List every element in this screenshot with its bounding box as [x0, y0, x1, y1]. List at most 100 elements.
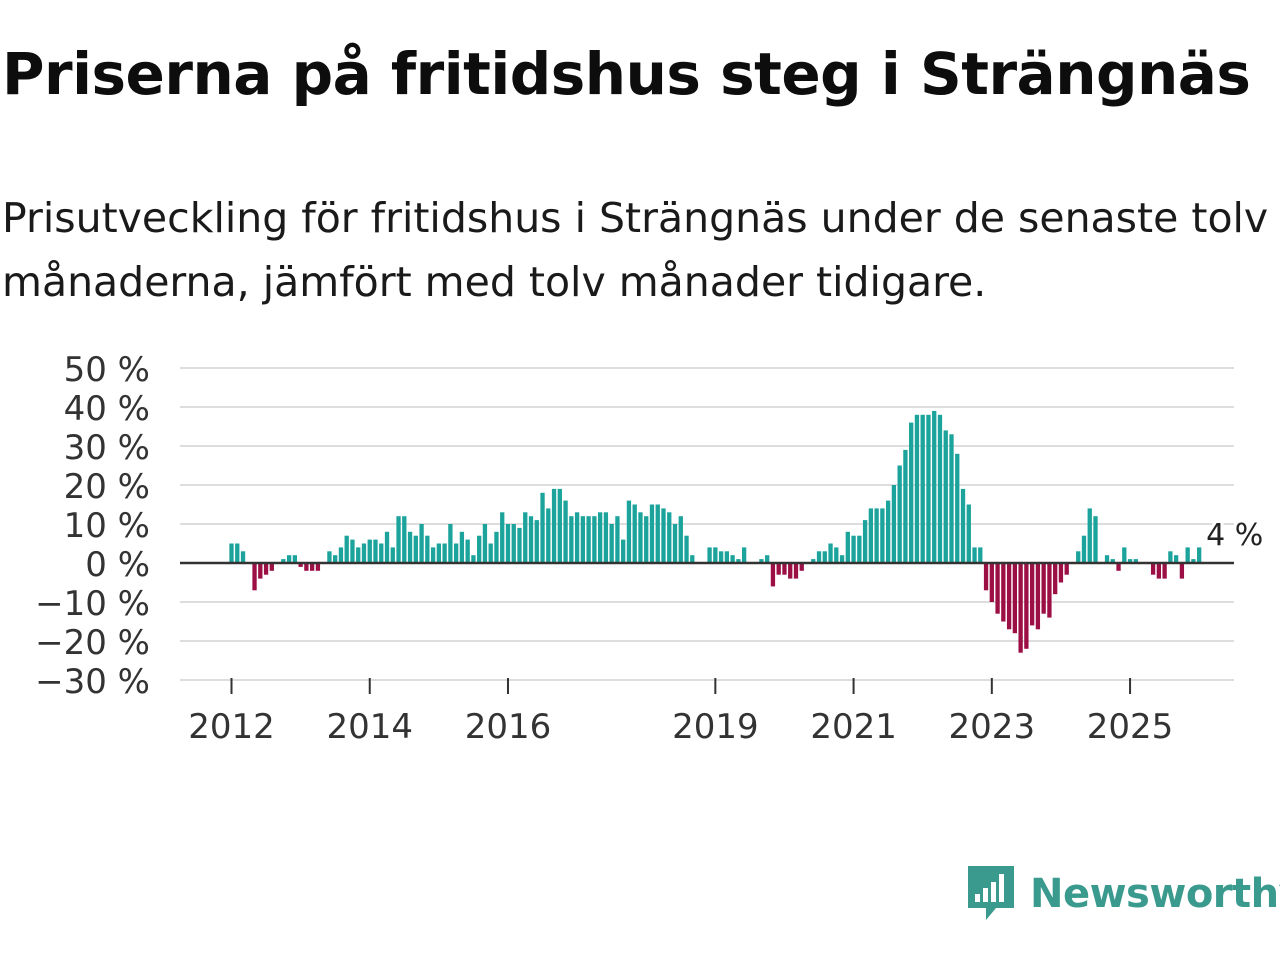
- y-tick-label: −10 %: [35, 584, 150, 624]
- bar: [350, 539, 355, 563]
- bar: [546, 508, 551, 563]
- bar: [263, 563, 269, 575]
- gridlines: [180, 367, 1234, 681]
- bar: [580, 516, 586, 563]
- bar: [1150, 563, 1156, 575]
- bar: [442, 543, 447, 563]
- bar: [667, 512, 672, 563]
- bar: [1064, 563, 1069, 575]
- bar: [966, 504, 971, 563]
- bar: [713, 547, 718, 563]
- bar: [788, 563, 793, 579]
- bar: [799, 563, 804, 571]
- bar: [615, 516, 620, 563]
- bar: [384, 531, 390, 563]
- bar: [315, 563, 321, 571]
- bar: [511, 524, 516, 563]
- bar: [528, 516, 534, 563]
- bar: [1018, 563, 1023, 653]
- bar: [592, 516, 597, 563]
- bar: [1001, 563, 1006, 622]
- bar: [1093, 516, 1098, 563]
- y-tick-label: 20 %: [64, 467, 150, 507]
- bar: [523, 512, 528, 563]
- bar: [419, 524, 424, 563]
- bar: [477, 535, 482, 563]
- bar: [770, 563, 776, 587]
- bar: [736, 559, 741, 563]
- bar: [494, 531, 499, 563]
- bar: [1168, 551, 1173, 563]
- chart-subtitle: Prisutveckling för fritidshus i Strängnä…: [2, 194, 1269, 306]
- bar: [298, 563, 303, 567]
- bar: [1029, 563, 1035, 626]
- bar: [586, 516, 591, 563]
- bar: [309, 563, 315, 571]
- bar: [937, 414, 943, 563]
- bar: [914, 414, 920, 563]
- bar: [1127, 559, 1133, 563]
- chart-title: Priserna på fritidshus steg i Strängnäs: [2, 40, 1251, 108]
- y-tick-label: −20 %: [35, 623, 150, 663]
- bar: [1156, 563, 1162, 579]
- bar: [240, 551, 246, 563]
- bar: [718, 551, 724, 563]
- bar: [776, 563, 781, 575]
- bar: [361, 543, 367, 563]
- bar: [569, 516, 574, 563]
- bar: [356, 547, 361, 563]
- bar: [816, 551, 822, 563]
- data-label-latest: 4 %: [1206, 518, 1263, 553]
- bar: [1104, 555, 1110, 563]
- annotations: 4 %: [1203, 515, 1266, 556]
- bar: [661, 508, 666, 563]
- bar: [730, 555, 735, 563]
- bar: [367, 539, 372, 563]
- bar: [724, 551, 730, 563]
- bar: [563, 500, 568, 563]
- bar: [1133, 559, 1138, 563]
- bars: [229, 410, 1202, 653]
- bar: [482, 524, 488, 563]
- x-tick-label: 2019: [672, 707, 759, 747]
- bar: [1047, 563, 1052, 618]
- bar: [534, 520, 539, 563]
- x-tick-label: 2012: [188, 707, 275, 747]
- bar: [943, 430, 948, 563]
- bar: [281, 559, 286, 563]
- bar: [465, 539, 470, 563]
- bar: [292, 555, 298, 563]
- bar: [1024, 563, 1029, 649]
- bar: [989, 563, 994, 602]
- bar: [333, 555, 338, 563]
- bar: [603, 512, 609, 563]
- bar: [390, 547, 395, 563]
- bar-chart: 50 %40 %30 %20 %10 %0 %−10 %−20 %−30 % 2…: [35, 350, 1266, 747]
- bar: [1058, 563, 1064, 583]
- x-tick-label: 2016: [465, 707, 552, 747]
- bar: [373, 539, 378, 563]
- bar: [471, 555, 476, 563]
- bar: [672, 524, 678, 563]
- bar: [822, 551, 827, 563]
- x-tick-label: 2025: [1087, 707, 1174, 747]
- bar: [644, 516, 649, 563]
- bar: [229, 543, 234, 563]
- bar: [759, 559, 764, 563]
- bar: [327, 551, 332, 563]
- x-tick-label: 2021: [810, 707, 897, 747]
- bar: [626, 500, 632, 563]
- bar: [868, 508, 874, 563]
- y-tick-label: 0 %: [85, 545, 150, 585]
- x-tick-label: 2023: [949, 707, 1036, 747]
- bar: [839, 555, 845, 563]
- bar: [379, 543, 384, 563]
- bar: [396, 516, 401, 563]
- bar: [551, 488, 557, 563]
- bar: [909, 422, 914, 563]
- newsworthy-brand[interactable]: Newsworthy: [964, 862, 1280, 926]
- bar: [782, 563, 787, 575]
- bar: [828, 543, 833, 563]
- bar: [891, 485, 897, 563]
- y-tick-label: 40 %: [64, 389, 150, 429]
